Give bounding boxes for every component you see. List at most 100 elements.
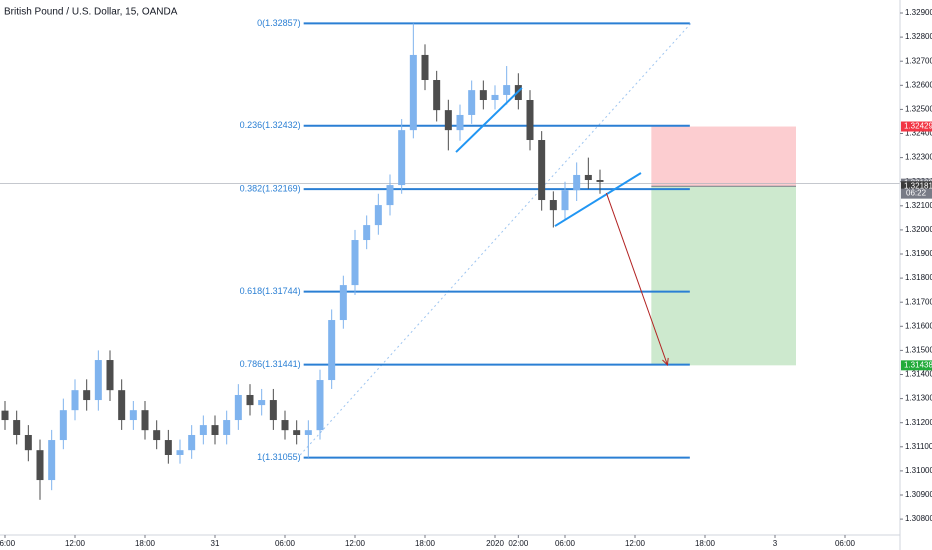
- candle-body: [258, 400, 266, 406]
- candle-body: [269, 400, 277, 421]
- x-tick-label: 06:00: [275, 539, 296, 548]
- candle-body: [444, 110, 452, 131]
- candle-body: [316, 380, 324, 431]
- candle-body: [398, 130, 406, 186]
- candle-body: [36, 450, 44, 481]
- candle-body: [94, 360, 102, 401]
- candle-body: [246, 394, 254, 406]
- y-tick-label: 1.30800: [905, 514, 932, 523]
- y-tick-label: 1.32000: [905, 225, 932, 234]
- y-tick-label: 1.31400: [905, 370, 932, 379]
- trendline: [554, 172, 642, 227]
- candle-body: [118, 390, 126, 421]
- price-label-box: [901, 360, 932, 371]
- y-tick-label: 1.31000: [905, 466, 932, 475]
- candle-body: [351, 240, 359, 286]
- candle-body: [328, 320, 336, 381]
- candle-body: [13, 420, 21, 435]
- x-tick-label: 06:00: [0, 539, 16, 548]
- fib-label: 0.382(1.32169): [240, 184, 301, 194]
- x-tick-label: 12:00: [65, 539, 86, 548]
- candle-body: [71, 390, 79, 411]
- candle-body: [106, 360, 114, 391]
- target-zone: [651, 186, 797, 366]
- candle-body: [281, 420, 289, 431]
- candle-body: [538, 140, 546, 201]
- y-tick-label: 1.31600: [905, 321, 932, 330]
- candle-body: [573, 174, 581, 191]
- candle-body: [363, 225, 371, 241]
- candle-body: [211, 425, 219, 435]
- y-tick-label: 1.32900: [905, 8, 932, 17]
- x-tick-label: 2020: [486, 539, 504, 548]
- candle-body: [83, 390, 91, 401]
- candle-body: [199, 425, 207, 435]
- y-tick-label: 1.31200: [905, 418, 932, 427]
- y-tick-label: 1.32100: [905, 201, 932, 210]
- candle-body: [374, 205, 382, 226]
- y-tick-label: 1.31100: [905, 442, 932, 451]
- x-tick-label: 3: [773, 539, 778, 548]
- candle-body: [409, 54, 417, 131]
- price-label-box: [901, 121, 932, 132]
- candle-body: [421, 54, 429, 81]
- candle-body: [48, 440, 56, 481]
- candle-body: [433, 80, 441, 111]
- price-label-box: [901, 181, 932, 192]
- countdown-label: 06:22: [906, 189, 927, 198]
- candle-body: [561, 190, 569, 211]
- fib-label: 0(1.32857): [257, 18, 301, 28]
- candle-body: [223, 420, 231, 435]
- candle-body: [176, 450, 184, 455]
- candle-body: [503, 85, 511, 95]
- price-label: 1.32429: [904, 122, 932, 131]
- y-tick-label: 1.32700: [905, 56, 932, 65]
- y-tick-label: 1.31800: [905, 273, 932, 282]
- y-tick-label: 1.32400: [905, 129, 932, 138]
- candle-body: [584, 174, 592, 181]
- fib-label: 1(1.31055): [257, 452, 301, 462]
- x-tick-label: 12:00: [345, 539, 366, 548]
- fib-trend-line: [299, 21, 693, 456]
- y-tick-label: 1.31700: [905, 297, 932, 306]
- price-label: 1.31438: [904, 360, 932, 369]
- candle-body: [468, 90, 476, 115]
- candle-body: [549, 200, 557, 211]
- candle-body: [386, 185, 394, 206]
- y-tick-label: 1.32600: [905, 80, 932, 89]
- candle-body: [479, 90, 487, 101]
- candle-body: [304, 430, 312, 435]
- candle-body: [526, 100, 534, 141]
- y-tick-label: 1.31300: [905, 394, 932, 403]
- y-tick-label: 1.32500: [905, 105, 932, 114]
- candle-body: [339, 285, 347, 321]
- fib-label: 0.786(1.31441): [240, 359, 301, 369]
- candle-body: [164, 440, 172, 455]
- x-tick-label: 18:00: [695, 539, 716, 548]
- candle-body: [188, 434, 196, 451]
- candle-body: [153, 430, 161, 441]
- y-tick-label: 1.31500: [905, 346, 932, 355]
- candle-body: [1, 410, 9, 421]
- candle-body: [491, 94, 499, 101]
- candle-body: [24, 434, 32, 451]
- candle-body: [59, 410, 67, 441]
- price-label: 1.32181: [904, 181, 932, 190]
- candle-body: [293, 430, 301, 435]
- fib-label: 0.618(1.31744): [240, 286, 301, 296]
- stop-zone: [651, 126, 797, 187]
- x-tick-label: 18:00: [415, 539, 436, 548]
- x-tick-label: 12:00: [625, 539, 646, 548]
- trendline: [455, 87, 523, 153]
- y-tick-label: 1.30900: [905, 490, 932, 499]
- candle-body: [129, 410, 137, 421]
- forecast-arrow: [605, 192, 668, 366]
- countdown-box: [901, 188, 932, 199]
- x-tick-label: 06:00: [835, 539, 856, 548]
- y-tick-label: 1.32800: [905, 32, 932, 41]
- candle-body: [234, 394, 242, 421]
- candle-body: [141, 410, 149, 431]
- x-tick-label: 18:00: [135, 539, 156, 548]
- candle-body: [596, 180, 604, 182]
